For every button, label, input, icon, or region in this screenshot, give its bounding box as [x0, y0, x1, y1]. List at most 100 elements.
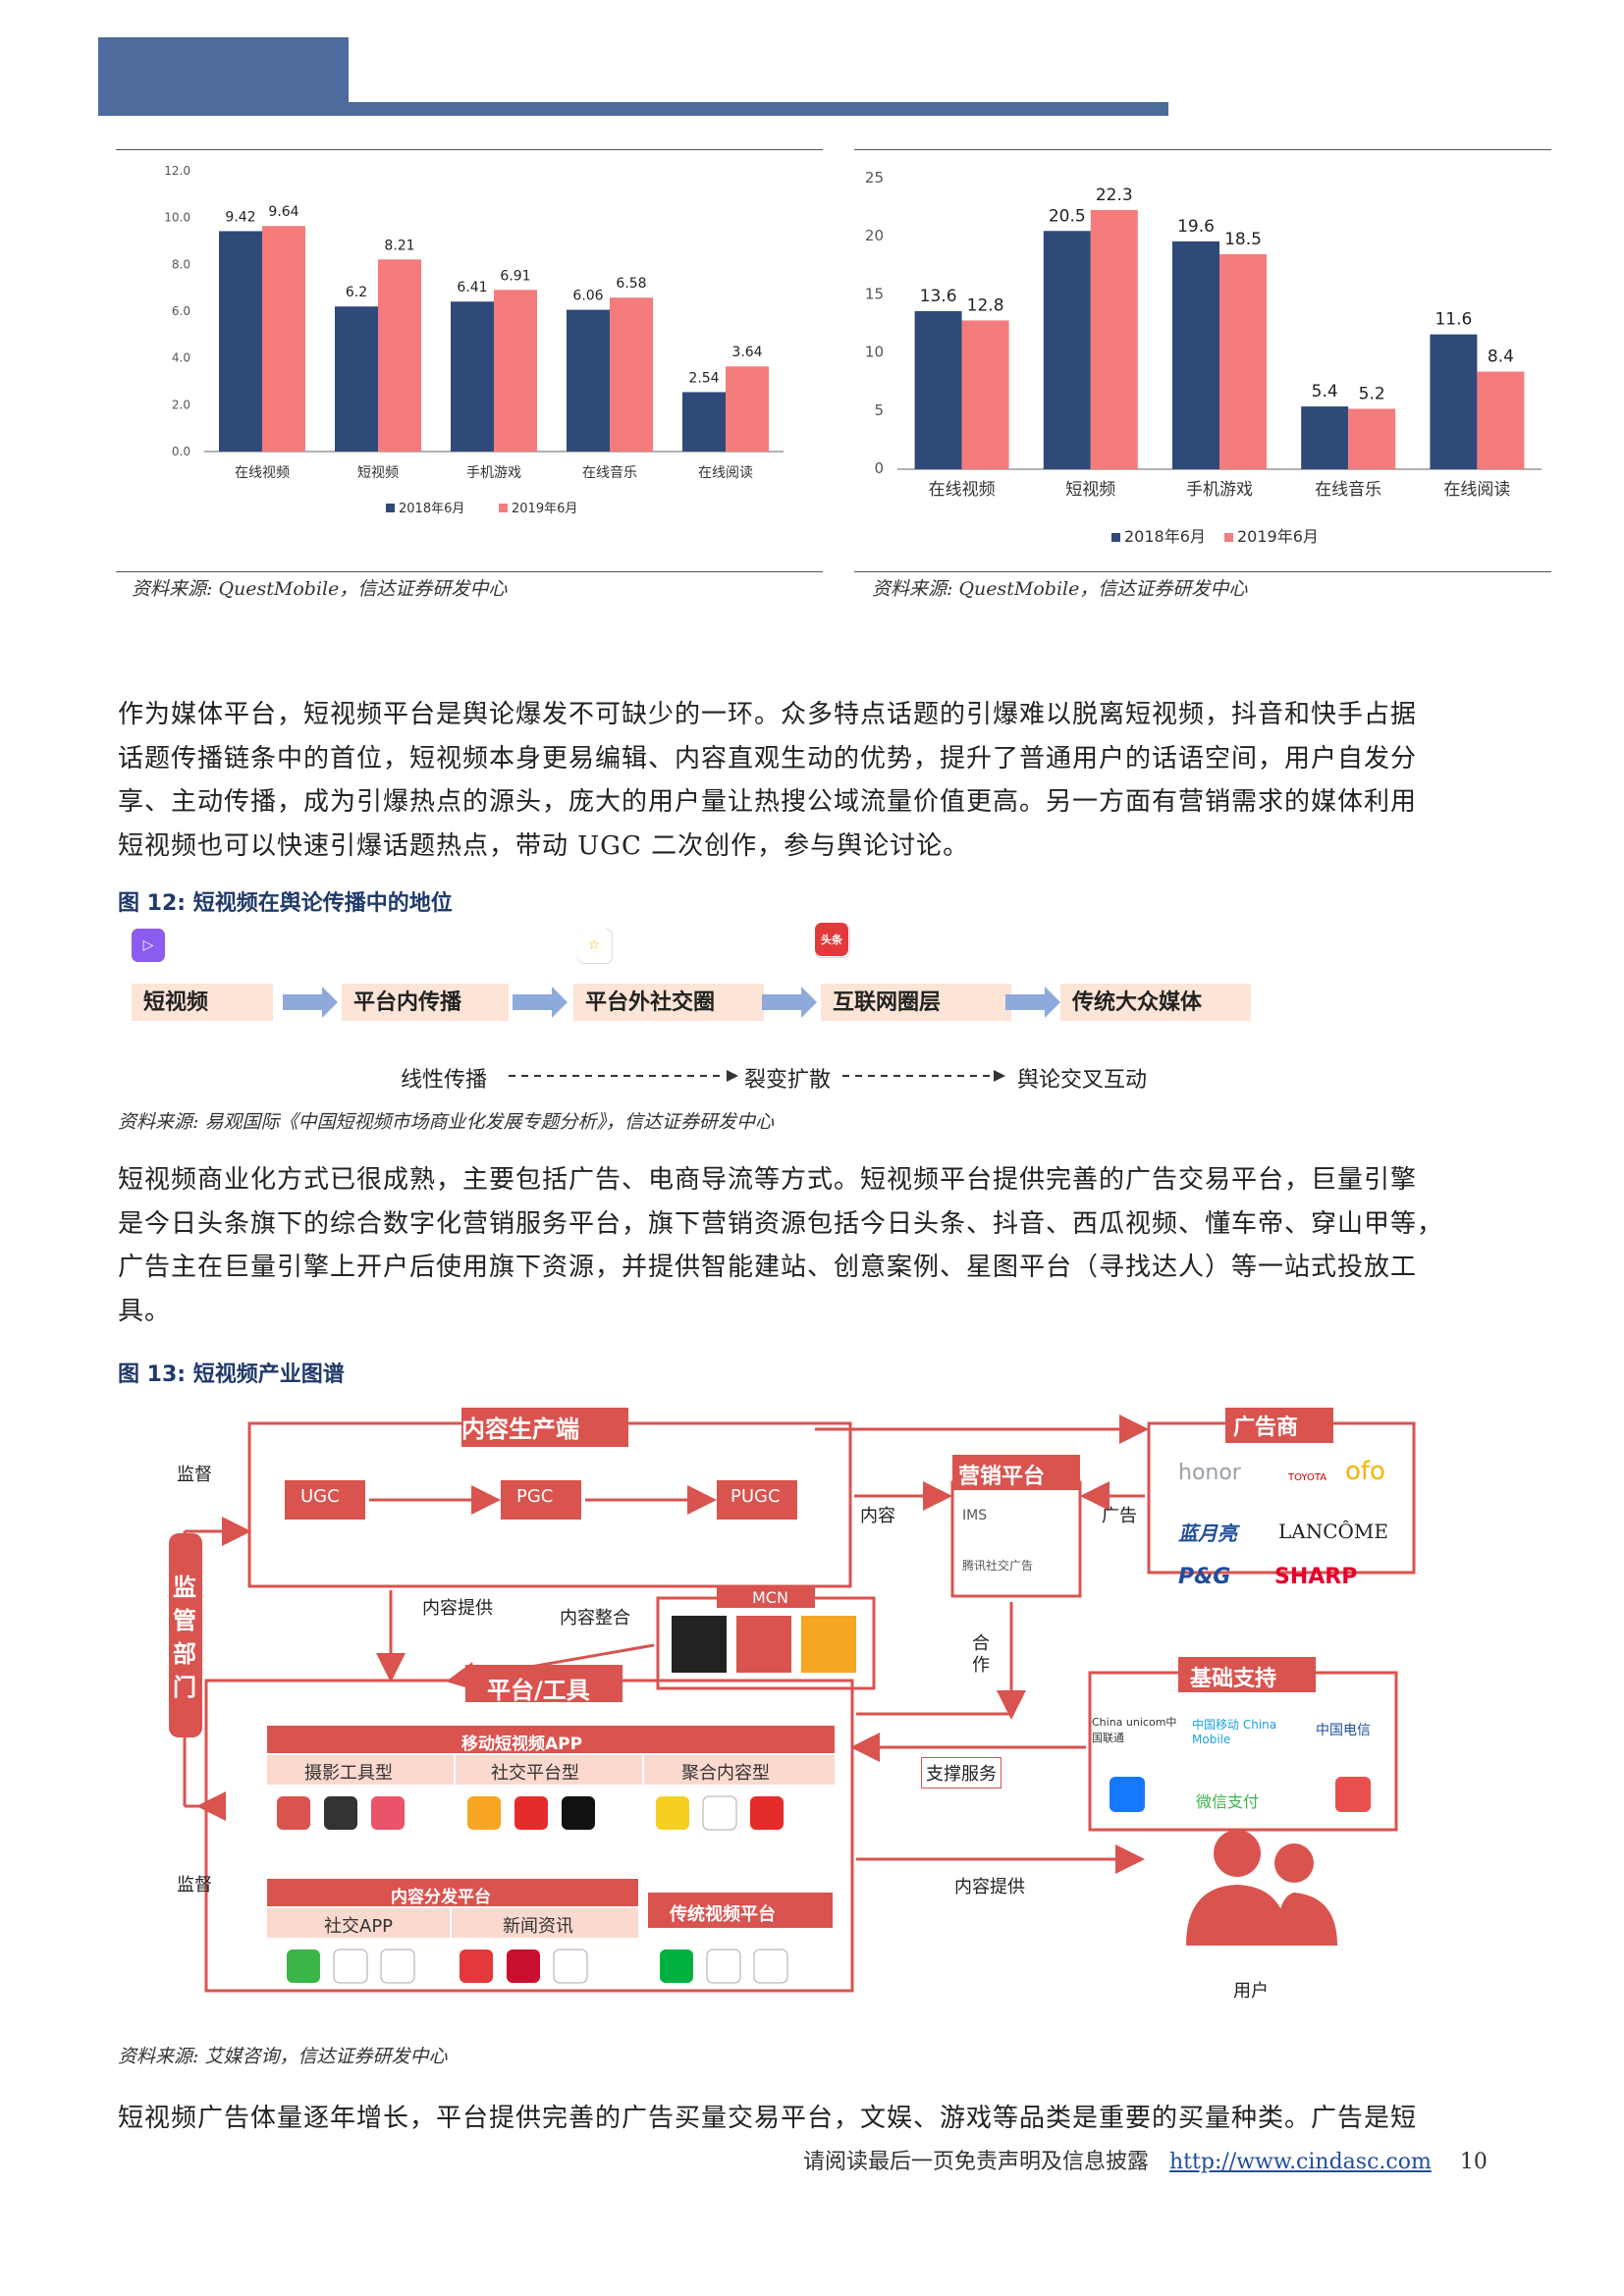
y-tick-label: 15	[865, 285, 884, 302]
advertiser-title-tab	[1225, 1408, 1333, 1443]
bar	[726, 366, 769, 452]
legend-label: 2018年6月	[399, 502, 464, 516]
bar-value-label: 5.4	[1312, 382, 1338, 401]
marketing-box	[950, 1480, 1082, 1598]
chart-left-bottom-rule	[116, 571, 823, 572]
x-tick-label: 在线阅读	[1443, 480, 1510, 500]
x-tick-label: 手机游戏	[466, 465, 521, 481]
supervision-label: 监管部门	[173, 1574, 196, 1701]
bar-value-label: 6.91	[500, 268, 530, 284]
stage-mass-media: 传统大众媒体	[1060, 984, 1251, 1021]
footer-notice: 请阅读最后一页免责声明及信息披露	[803, 2150, 1150, 2174]
app-type-1-bg	[267, 1755, 454, 1785]
mcn-label: MCN	[752, 1588, 788, 1607]
platform-app-icons	[277, 1795, 788, 1984]
brand-ofo: ofo	[1345, 1457, 1385, 1486]
legend-swatch	[499, 504, 508, 512]
x-tick-label: 手机游戏	[1186, 480, 1253, 500]
fig13-source: 资料来源: 艾媒咨询，信达证券研发中心	[118, 2046, 448, 2067]
legend-swatch	[386, 504, 395, 512]
bar	[1172, 240, 1219, 469]
bar-value-label: 6.58	[616, 276, 646, 292]
infra-title: 基础支持	[1190, 1667, 1277, 1691]
x-tick-label: 短视频	[1065, 480, 1115, 500]
infra-mobile: 中国移动 China Mobile	[1192, 1718, 1277, 1746]
bar-value-label: 9.64	[268, 204, 298, 220]
user-label: 用户	[1233, 1981, 1269, 2002]
paragraph-1-line: 享、主动传播，成为引爆热点的源头，庞大的用户量让热搜公域流量价值更高。另一方面有…	[118, 787, 1418, 817]
bar-value-label: 18.5	[1224, 230, 1262, 249]
footer-url-link[interactable]: http://www.cindasc.com	[1169, 2150, 1432, 2174]
fig12-title: 图 12: 短视频在舆论传播中的地位	[118, 891, 453, 916]
marketing-item-tencent: 腾讯社交广告	[962, 1559, 1034, 1573]
pgc-box	[501, 1480, 581, 1520]
legend-swatch	[1224, 533, 1233, 542]
brand-sharp: SHARP	[1274, 1565, 1358, 1589]
stage-short-video: 短视频	[132, 984, 273, 1021]
bar	[961, 320, 1009, 469]
supervision-pill	[169, 1533, 202, 1737]
bar-value-label: 19.6	[1177, 217, 1215, 237]
app-type-3-bg	[644, 1755, 835, 1785]
bar-value-label: 12.8	[967, 295, 1004, 315]
platform-title: 平台/工具	[487, 1677, 590, 1704]
legend-swatch	[1111, 533, 1120, 542]
x-tick-label: 在线音乐	[582, 464, 637, 481]
legend-label: 2019年6月	[1237, 527, 1319, 546]
brand-pg: P&G	[1178, 1565, 1231, 1589]
infra-wechatpay: 微信支付	[1196, 1792, 1260, 1811]
chart-right: 25 20 15 10 5 0 13.6 12.8 在线视频 20.5 22.3 短视频 19.6 18.…	[865, 169, 1542, 546]
bar-value-label: 5.2	[1359, 384, 1385, 403]
chart-right-top-rule	[854, 149, 1551, 150]
stage-in-platform: 平台内传播	[342, 984, 509, 1021]
flow-arrowhead	[727, 1070, 738, 1082]
flow-arrowhead	[994, 1070, 1005, 1082]
marketing-title-tab	[952, 1455, 1080, 1490]
stage-arrow	[762, 987, 817, 1018]
flow-linear: 线性传播	[401, 1068, 488, 1093]
x-tick-label: 在线视频	[235, 465, 290, 481]
chart-right-source: 资料来源: QuestMobile，信达证券研发中心	[872, 578, 1248, 600]
paragraph-2-line: 是今日头条旗下的综合数字化营销服务平台，旗下营销资源包括今日头条、抖音、西瓜视频…	[118, 1208, 1444, 1239]
bar	[1090, 209, 1138, 469]
user-icon	[1214, 1830, 1261, 1877]
fig12-arrows	[283, 987, 1060, 1082]
y-tick-label: 12.0	[164, 164, 190, 178]
content-label: 内容	[860, 1506, 895, 1526]
bar-value-label: 11.6	[1435, 310, 1472, 330]
distribution-label: 内容分发平台	[391, 1888, 491, 1907]
producer-title-tab	[461, 1408, 628, 1447]
y-tick-label: 5	[874, 401, 884, 419]
x-tick-label: 在线视频	[929, 480, 996, 500]
chart-left-top-rule	[116, 149, 823, 150]
alipay-icon	[1110, 1777, 1145, 1812]
bar-value-label: 8.21	[384, 238, 414, 253]
stage-arrow	[1005, 987, 1060, 1018]
mobile-app-banner	[267, 1726, 835, 1753]
y-tick-label: 8.0	[172, 257, 190, 271]
ugc-label: UGC	[300, 1486, 340, 1507]
legend-label: 2019年6月	[512, 502, 577, 516]
app-type-social: 社交平台型	[491, 1763, 579, 1784]
brand-lancome: LANCÔME	[1278, 1520, 1389, 1543]
bar	[1301, 406, 1349, 469]
y-tick-label: 4.0	[172, 351, 190, 365]
x-tick-label: 短视频	[357, 465, 399, 481]
paragraph-1-line: 话题传播链条中的首位，短视频本身更易编辑、内容直观生动的优势，提升了普通用户的话…	[118, 743, 1418, 774]
bar	[262, 226, 305, 452]
legend-label: 2018年6月	[1124, 527, 1206, 546]
traditional-banner	[648, 1893, 833, 1928]
chart-left: 12.0 10.0 8.0 6.0 4.0 2.0 0.0 9.42 9.64 在线视频 6.2 8.…	[164, 164, 784, 516]
bar	[1430, 334, 1478, 469]
paragraph-1-line: 作为媒体平台，短视频平台是舆论爆发不可缺少的一环。众多特点话题的引爆难以脱离短视…	[118, 700, 1418, 729]
star-icon: ☆	[577, 929, 611, 962]
paragraph-2-line: 短视频商业化方式已很成熟，主要包括广告、电商导流等方式。短视频平台提供完善的广告…	[118, 1165, 1418, 1195]
y-tick-label: 10	[865, 344, 884, 361]
mcn-logo-2	[736, 1616, 791, 1673]
flow-interaction: 舆论交叉互动	[1017, 1068, 1148, 1093]
bar	[494, 290, 537, 452]
producer-title: 内容生产端	[461, 1415, 579, 1443]
bar	[682, 392, 726, 452]
brand-bluemoon: 蓝月亮	[1178, 1522, 1237, 1545]
y-tick-label: 2.0	[172, 398, 190, 411]
